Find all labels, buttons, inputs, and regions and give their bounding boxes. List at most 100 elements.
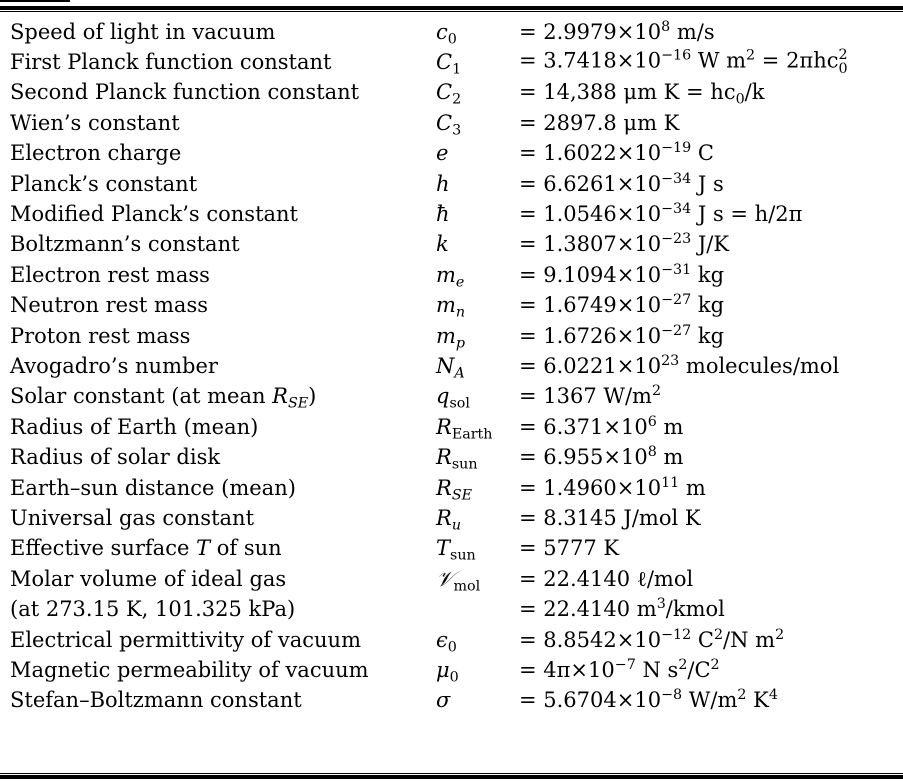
- table-top-rule: [0, 6, 903, 10]
- constant-value-unit: J s: [691, 171, 724, 196]
- constant-symbol: k: [436, 232, 449, 257]
- constant-symbol-subscript: A: [454, 365, 465, 382]
- constant-value-cell: = 1367 W/m2: [519, 382, 848, 412]
- constant-symbol-subscript: 0: [447, 30, 457, 47]
- constant-name-cell: Second Planck function constant: [0, 78, 436, 108]
- constant-value-unit: kg: [691, 323, 725, 348]
- table-row: Molar volume of ideal gas 𝒱mol = 22.4140 ℓ…: [0, 564, 848, 594]
- constant-name-cell: Radius of solar disk: [0, 442, 436, 472]
- constant-symbol: m: [436, 293, 456, 318]
- constant-symbol-cell: [436, 594, 519, 624]
- constant-symbol-subscript: SE: [451, 486, 472, 503]
- constant-symbol: h: [436, 171, 450, 196]
- constant-value-cell: = 6.371×106 m: [519, 412, 848, 442]
- constant-value-unit: W/m: [682, 688, 738, 713]
- constant-symbol: σ: [436, 688, 451, 713]
- constant-value-tail: /N m: [723, 627, 776, 652]
- constant-value-unit: m/s: [670, 19, 715, 44]
- constant-value-cell: = 22.4140 ℓ/mol: [519, 564, 848, 594]
- constant-symbol-cell: REarth: [436, 412, 519, 442]
- constant-name: Stefan–Boltzmann constant: [10, 688, 302, 713]
- constant-name-cell: Avogadro’s number: [0, 351, 436, 381]
- constant-symbol-subscript: sun: [451, 456, 478, 473]
- constant-value-exponent: 3: [656, 596, 666, 613]
- constant-symbol: R: [436, 414, 452, 439]
- constant-name: Boltzmann’s constant: [10, 232, 240, 257]
- constant-name: Wien’s constant: [10, 110, 180, 135]
- constant-name-cell: Neutron rest mass: [0, 291, 436, 321]
- constant-name-cell: Magnetic permeability of vacuum: [0, 655, 436, 685]
- constant-value-tail-subscript: 0: [838, 60, 848, 77]
- constant-value: = 1.6749×10: [519, 293, 662, 318]
- constant-name-cell: Universal gas constant: [0, 503, 436, 533]
- table-row: Modified Planck’s constant ħ = 1.0546×10−3…: [0, 199, 848, 229]
- constant-symbol-cell: Ru: [436, 503, 519, 533]
- constant-value-unit: C: [691, 627, 714, 652]
- constant-value-unit: molecules/mol: [679, 353, 840, 378]
- constant-value-unit: W m: [691, 48, 747, 73]
- constant-symbol-subscript: n: [455, 304, 466, 321]
- constant-value-cell: = 22.4140 m3/kmol: [519, 594, 848, 624]
- constant-name-cell: Solar constant (at mean RSE): [0, 382, 436, 412]
- table-row: Radius of Earth (mean) REarth = 6.371×106 …: [0, 412, 848, 442]
- constant-symbol-cell: C3: [436, 108, 519, 138]
- table-row: Speed of light in vacuum c0 = 2.9979×108 m…: [0, 17, 848, 47]
- constant-value: = 4π×10: [519, 657, 615, 682]
- table-row: Effective surface T of sun Tsun = 5777 K: [0, 534, 848, 564]
- constant-value-cell: = 3.7418×10−16 W m2 = 2πhc 2 0: [519, 47, 848, 77]
- table-row: First Planck function constant C1 = 3.7418…: [0, 47, 848, 77]
- constant-value-exponent: 11: [661, 474, 680, 491]
- constant-value-unit: m: [656, 414, 684, 439]
- constant-value-unit: N s: [635, 657, 679, 682]
- constant-name-cell: Electrical permittivity of vacuum: [0, 625, 436, 655]
- table-row: Radius of solar disk Rsun = 6.955×108 m: [0, 442, 848, 472]
- constant-symbol-subscript: p: [455, 334, 466, 351]
- constant-value: = 1.6726×10: [519, 323, 662, 348]
- table-row: Electrical permittivity of vacuum ϵ0 = 8.8…: [0, 625, 848, 655]
- constant-value-cell: = 6.6261×10−34 J s: [519, 169, 848, 199]
- constant-name: Effective surface: [10, 536, 197, 561]
- constant-name-cell: Boltzmann’s constant: [0, 230, 436, 260]
- constant-value-exponent: 2: [651, 383, 662, 400]
- constant-name-cell: Effective surface T of sun: [0, 534, 436, 564]
- constant-value: = 5.6704×10: [519, 688, 662, 713]
- table-row: Earth–sun distance (mean) RSE = 1.4960×101…: [0, 473, 848, 503]
- constant-value-unit-exponent: 2: [737, 687, 747, 704]
- constant-symbol-subscript: mol: [453, 578, 481, 594]
- constant-name-symbol: R: [272, 384, 288, 409]
- constant-symbol: ϵ: [436, 627, 448, 652]
- constant-symbol-cell: 𝒱mol: [436, 564, 519, 594]
- constant-value-cell: = 9.1094×10−31 kg: [519, 260, 848, 290]
- constant-value-unit-exponent: 2: [713, 626, 724, 643]
- constant-value-subscript: 0: [735, 91, 745, 108]
- constant-value-cell: = 6.0221×1023 molecules/mol: [519, 351, 848, 381]
- constant-symbol-subscript: 0: [449, 669, 459, 686]
- table-row: Magnetic permeability of vacuum μ0 = 4π×10…: [0, 655, 848, 685]
- physical-constants-table: Speed of light in vacuum c0 = 2.9979×108 m…: [0, 17, 848, 716]
- constant-symbol-subscript: u: [451, 517, 462, 534]
- constant-value-unit: /kmol: [665, 597, 725, 622]
- table-row: Neutron rest mass mn = 1.6749×10−27 kg: [0, 291, 848, 321]
- constant-name: Electron rest mass: [10, 262, 210, 287]
- constant-value-exponent: −34: [661, 201, 692, 218]
- constant-name: Neutron rest mass: [10, 293, 208, 318]
- constant-symbol-cell: k: [436, 230, 519, 260]
- constant-symbol-cell: ħ: [436, 199, 519, 229]
- constant-symbol: R: [436, 505, 452, 530]
- constant-name: Molar volume of ideal gas: [10, 566, 287, 591]
- constant-name: (at 273.15 K, 101.325 kPa): [10, 597, 296, 622]
- table-bottom-rule: [0, 775, 903, 779]
- constant-value-cell: = 14,388 μm K = hc0/k: [519, 78, 848, 108]
- constant-symbol-subscript: 3: [452, 122, 462, 139]
- constant-name: First Planck function constant: [10, 50, 332, 75]
- table-bottom-inner-rule: [0, 773, 903, 774]
- constant-name: Electrical permittivity of vacuum: [10, 627, 361, 652]
- constant-value-cell: = 1.6726×10−27 kg: [519, 321, 848, 351]
- table-row: Proton rest mass mp = 1.6726×10−27 kg: [0, 321, 848, 351]
- constant-symbol-cell: mp: [436, 321, 519, 351]
- constant-symbol-cell: C2: [436, 78, 519, 108]
- constant-name: Solar constant (at mean: [10, 384, 273, 409]
- constant-symbol-subscript: sol: [449, 395, 470, 412]
- constant-value-tail: = 2πhc: [755, 48, 839, 73]
